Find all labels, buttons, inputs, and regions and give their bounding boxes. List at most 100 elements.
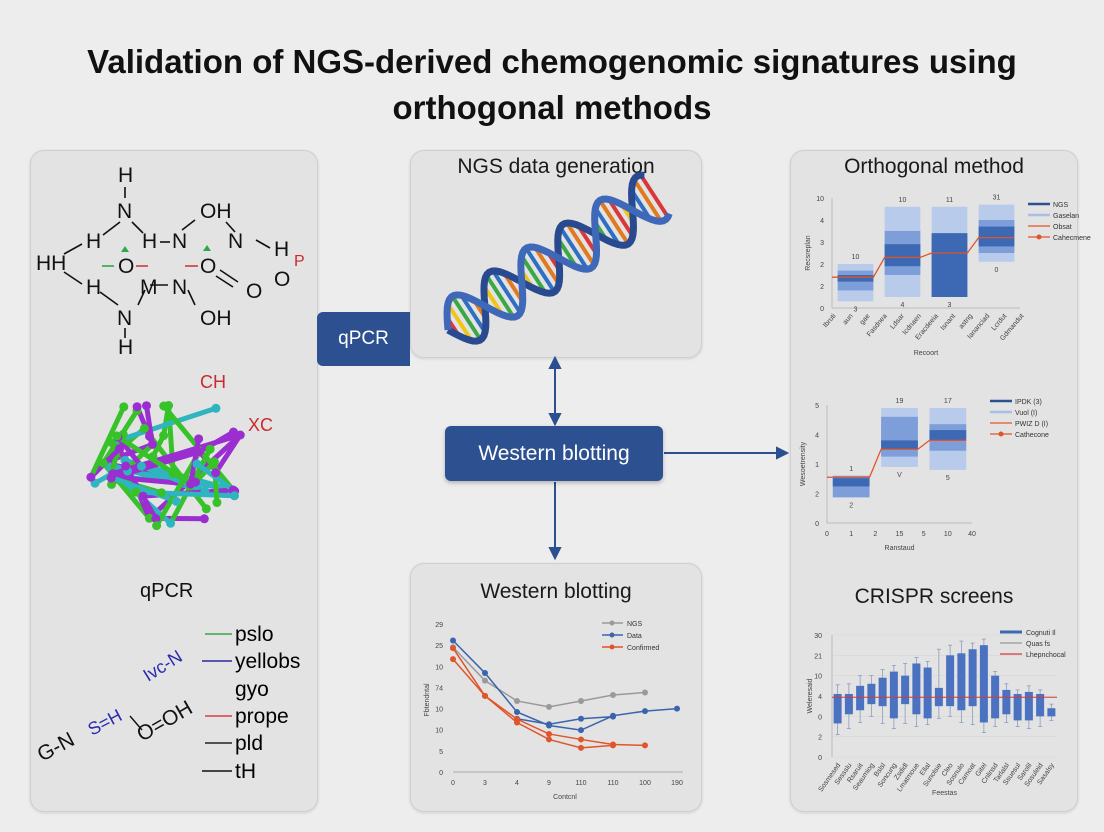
y-tick-label: 74 <box>435 685 443 692</box>
legend-label: Quas fs <box>1026 641 1051 648</box>
data-point <box>610 742 616 749</box>
y-tick-label: 4 <box>818 694 822 701</box>
box <box>856 685 865 711</box>
box <box>946 655 955 707</box>
box <box>912 663 921 715</box>
data-point <box>578 697 584 704</box>
x-tick-label: 2 <box>873 531 877 538</box>
atom-label: N <box>228 230 243 253</box>
atom-label: HH <box>36 252 66 275</box>
box-top-label: 11 <box>946 197 953 204</box>
box-core <box>837 275 874 282</box>
legend-label: PWIZ D (I) <box>1015 421 1048 428</box>
box-top-label: 1 <box>849 466 853 473</box>
molecule-atom <box>192 459 202 469</box>
x-tick-label: 15 <box>896 531 904 538</box>
data-point <box>546 736 552 743</box>
trend-line <box>832 236 1015 278</box>
legend-label: Lhepnchocal <box>1026 652 1066 659</box>
x-tick-label: 0 <box>451 780 455 787</box>
data-point <box>482 677 488 684</box>
x-tick-label: 1 <box>849 531 853 538</box>
y-tick-label: 25 <box>435 643 443 650</box>
molecule-atom <box>132 402 142 412</box>
y-tick-label: 0 <box>818 714 822 721</box>
x-tick-label: 110 <box>575 780 586 787</box>
molecule-atom <box>205 444 215 454</box>
molecule-label: CH <box>200 372 226 392</box>
atom-label: H <box>86 276 101 299</box>
molecule-bond <box>108 405 219 446</box>
molecule-atom <box>121 461 131 471</box>
x-tick-label: 0 <box>825 531 829 538</box>
molecule-atom <box>119 402 129 412</box>
qpcr-caption: qPCR <box>140 580 194 602</box>
y-tick-label: 10 <box>435 664 443 671</box>
y-axis-label: Wesoetrensity <box>800 441 807 486</box>
box <box>867 683 876 705</box>
molecule-bond <box>213 432 243 476</box>
legend-label: IPDK (3) <box>1015 399 1042 406</box>
fragment-label: S=H <box>84 705 125 739</box>
box <box>1024 691 1033 721</box>
box-core <box>832 478 870 487</box>
y-tick-label: 3 <box>820 240 824 247</box>
molecule-atom <box>98 458 108 468</box>
title-line-1: Validation of NGS-derived chemogenomic s… <box>87 43 1017 80</box>
orthogonal-panel-title: Orthogonal method <box>844 155 1024 178</box>
box <box>1002 689 1011 715</box>
helix-base-pair <box>558 226 590 271</box>
series-line <box>452 639 678 731</box>
helix-base-pair <box>565 221 596 266</box>
molecule-atom <box>144 513 154 523</box>
y-tick-label: 5 <box>815 403 819 410</box>
data-point <box>610 692 616 699</box>
chemical-structure: H N OH H H N N H HH O O H M N O O P N OH… <box>36 164 305 359</box>
molecule-atom <box>141 401 151 411</box>
legend-label: tH <box>235 760 256 783</box>
x-tick-label: astng <box>958 313 974 331</box>
molecule-atom <box>112 431 122 441</box>
box <box>889 671 898 719</box>
x-tick-label: 40 <box>968 531 976 538</box>
y-tick-label: 5 <box>439 749 443 756</box>
arrow-down-icon <box>548 547 562 561</box>
x-tick-label: 3 <box>483 780 487 787</box>
y-tick-label: 2 <box>820 262 824 269</box>
y-tick-label: 2 <box>820 284 824 291</box>
box <box>833 693 842 724</box>
legend-label: Gaselan <box>1053 213 1079 220</box>
legend-label: NGS <box>627 621 643 628</box>
x-axis-label: Contcnl <box>553 794 577 801</box>
box-bottom-label: V <box>897 472 902 479</box>
qpcr-tab[interactable]: qPCR <box>317 312 410 366</box>
atom-label: N <box>117 200 132 223</box>
arrow-right-icon <box>776 446 790 460</box>
western-blotting-button[interactable]: Western blotting <box>445 426 663 481</box>
fragment-label: G-N <box>34 728 79 766</box>
box <box>968 649 977 707</box>
legend-label: gyo <box>235 678 269 701</box>
y-tick-label: 10 <box>435 728 443 735</box>
y-axis-label: Fbtendntal <box>424 683 431 717</box>
box-bottom-label: 2 <box>849 502 853 509</box>
box <box>923 667 932 719</box>
box-bottom-label: 5 <box>946 475 950 482</box>
page-title: Validation of NGS-derived chemogenomic s… <box>0 39 1104 131</box>
data-point <box>642 708 648 715</box>
box-core <box>978 226 1015 247</box>
data-point <box>642 742 648 749</box>
x-tick-label: 5 <box>922 531 926 538</box>
helix-base-pair <box>519 255 548 294</box>
molecule-atom <box>106 438 116 448</box>
y-tick-label: 2 <box>818 735 822 742</box>
data-point <box>450 637 456 644</box>
atom-label: H <box>118 164 133 187</box>
x-tick-label: aun <box>842 313 855 327</box>
western-panel-title: Western blotting <box>480 580 632 603</box>
data-point <box>546 703 552 710</box>
x-tick-label: 190 <box>671 780 683 787</box>
qpcr-tab-label: qPCR <box>338 328 389 349</box>
legend-label: Data <box>627 633 642 640</box>
data-point <box>482 670 488 677</box>
